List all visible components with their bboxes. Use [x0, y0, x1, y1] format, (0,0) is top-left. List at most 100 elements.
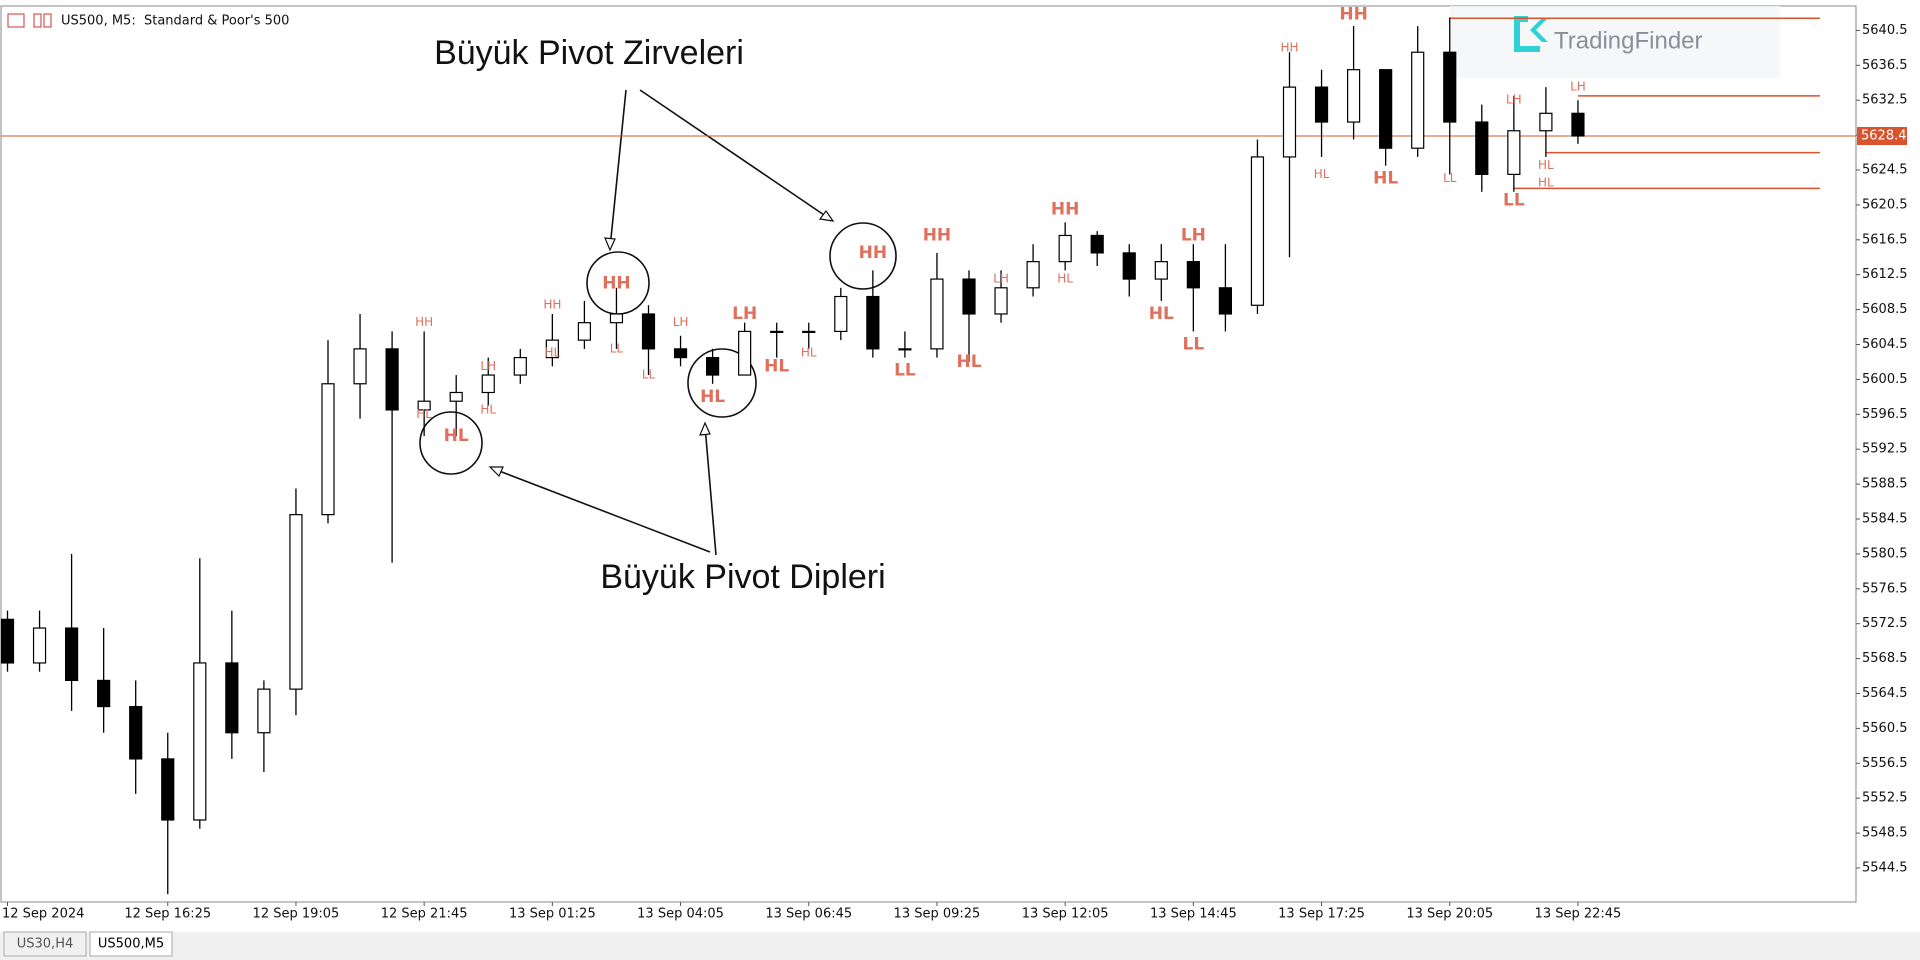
candle-body: [1218, 287, 1233, 315]
y-tick-label: 5584.5: [1862, 511, 1908, 526]
y-tick-label: 5640.5: [1862, 23, 1908, 38]
pivot-label: HL: [1538, 176, 1554, 190]
candle-body: [545, 339, 559, 359]
y-tick-label: 5544.5: [1862, 860, 1908, 875]
candle-body: [770, 330, 784, 334]
y-tick-label: 5624.5: [1862, 163, 1908, 178]
pivot-label: HH: [1280, 40, 1298, 54]
candle-body: [673, 348, 688, 359]
x-tick-label: 13 Sep 04:05: [637, 907, 724, 922]
pivot-label-major: LL: [1503, 191, 1525, 211]
pivot-label-major: HL: [1373, 169, 1398, 189]
pivot-label: LL: [642, 368, 656, 382]
arrow: [639, 89, 831, 220]
chart-header: US500, M5: Standard & Poor's 500: [61, 14, 289, 29]
candle-body: [738, 330, 752, 376]
candle-body: [0, 618, 15, 664]
tab-bar: [0, 932, 1920, 960]
candle-body: [641, 313, 656, 350]
y-tick-label: 5620.5: [1862, 197, 1908, 212]
candle-body: [289, 514, 303, 690]
candle-body: [1314, 86, 1329, 123]
candle-body: [321, 383, 335, 516]
candle-body: [577, 322, 592, 341]
candle-body: [866, 295, 880, 350]
tab-label[interactable]: US30,H4: [17, 937, 74, 952]
pivot-label: HL: [1314, 167, 1330, 181]
y-tick-label: 5548.5: [1862, 826, 1908, 841]
y-tick-label: 5612.5: [1862, 267, 1908, 282]
pivot-label-major: HH: [602, 273, 630, 293]
pivot-label: LH: [993, 272, 1009, 286]
pivot-label-major: HL: [764, 356, 789, 376]
pivot-label-major: HL: [1149, 304, 1174, 324]
candle-body: [257, 688, 271, 734]
y-tick-label: 5636.5: [1862, 58, 1908, 73]
x-tick-label: 13 Sep 01:25: [509, 907, 596, 922]
candle-body: [32, 627, 47, 664]
annotation: Büyük Pivot Dipleri: [600, 558, 885, 596]
candle-body: [802, 330, 816, 334]
candle-body: [1122, 252, 1136, 280]
circle: [419, 411, 483, 475]
pivot-label: HL: [416, 407, 432, 421]
icon: [43, 13, 52, 28]
pivot-label: HL: [480, 402, 496, 416]
pivot-label: HL: [544, 346, 560, 360]
tab[interactable]: [3, 931, 87, 957]
candle-body: [1571, 112, 1585, 137]
arrow-head: [488, 466, 504, 478]
candle-body: [64, 627, 79, 681]
circle: [829, 222, 897, 290]
pivot-label-major: HH: [923, 225, 951, 245]
pivot-label: HL: [801, 346, 817, 360]
y-tick-label: 5604.5: [1862, 337, 1908, 352]
candle-body: [449, 391, 463, 402]
y-tick-label: 5580.5: [1862, 546, 1908, 561]
x-tick-label: 12 Sep 2024: [2, 907, 84, 922]
tab-label[interactable]: US500,M5: [98, 937, 164, 952]
candle-body: [609, 313, 624, 324]
candle-body: [705, 356, 720, 376]
candle-body: [1154, 261, 1168, 280]
pivot-label: HL: [1057, 272, 1073, 286]
circle: [687, 348, 757, 418]
arrow: [493, 468, 711, 553]
candle-body: [930, 278, 944, 350]
pivot-label-major: LH: [1181, 225, 1206, 245]
pivot-label: LH: [1570, 80, 1586, 94]
candle-body: [1539, 112, 1553, 132]
candle-body: [1250, 156, 1265, 306]
arrow-head: [818, 209, 835, 222]
pivot-label: HH: [543, 298, 561, 312]
icon: [33, 13, 42, 28]
x-tick-label: 13 Sep 09:25: [894, 907, 981, 922]
candle-body: [1282, 86, 1297, 158]
tab[interactable]: [89, 931, 173, 957]
y-tick-label: 5552.5: [1862, 791, 1908, 806]
candle-body: [962, 278, 976, 315]
x-tick-label: 13 Sep 14:45: [1150, 907, 1237, 922]
y-tick-label: 5596.5: [1862, 407, 1908, 422]
arrow-head: [699, 421, 711, 436]
candle-body: [129, 705, 143, 760]
icon: [7, 13, 25, 28]
watermark-logo: [1514, 16, 1548, 52]
annotation: Büyük Pivot Zirveleri: [434, 34, 744, 72]
candle-body: [834, 295, 848, 333]
candle-body: [1346, 69, 1361, 123]
pivot-label: LL: [1443, 171, 1457, 185]
pivot-label-major: LL: [1183, 335, 1205, 355]
y-tick-label: 5632.5: [1862, 93, 1908, 108]
pivot-label-major: LH: [732, 304, 757, 324]
candle-body: [1090, 234, 1104, 254]
candle-body: [225, 662, 239, 734]
y-tick-label: 5592.5: [1862, 442, 1908, 457]
x-tick-label: 13 Sep 22:45: [1535, 907, 1622, 922]
candle-body: [1507, 130, 1521, 175]
tabs: US30,H4 US500,M5: [3, 931, 173, 957]
x-tick-label: 12 Sep 16:25: [124, 907, 211, 922]
candle-body: [193, 662, 207, 821]
pivot-label: HL: [1538, 158, 1554, 172]
